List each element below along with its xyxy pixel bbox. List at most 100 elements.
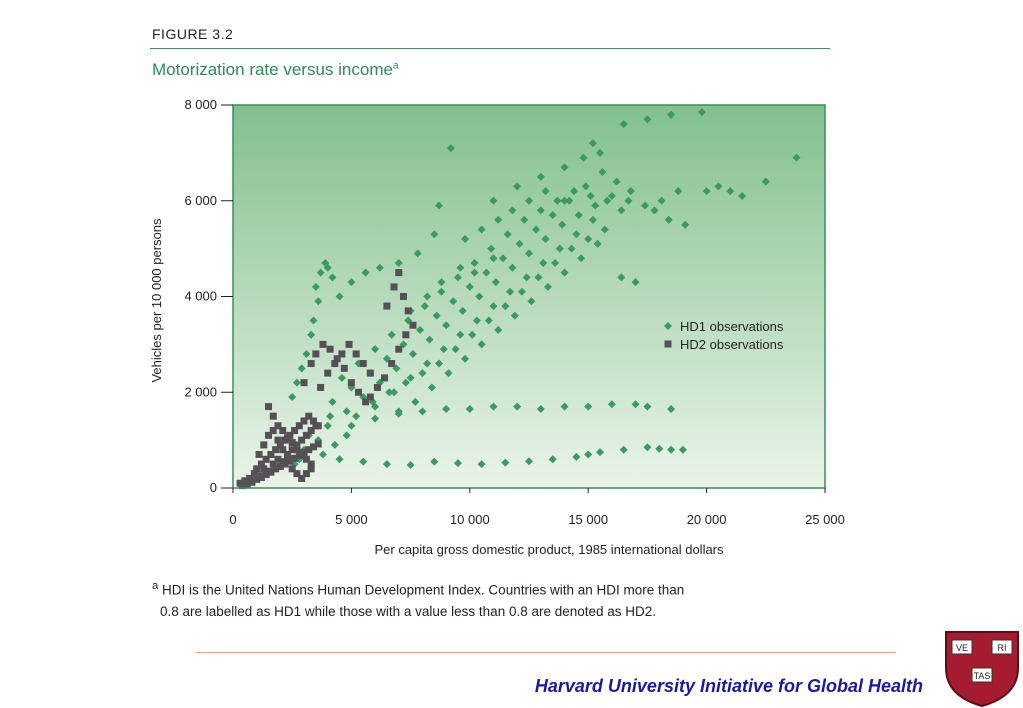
hd1-point (494, 326, 503, 335)
hd1-point (525, 196, 533, 205)
hd1-point (726, 187, 735, 196)
hd1-point (664, 215, 673, 224)
hd1-point (318, 450, 327, 459)
hd1-point (288, 393, 297, 402)
hd1-point (617, 273, 626, 282)
hd1-point (560, 268, 569, 277)
legend: HD1 observations HD2 observations (664, 319, 784, 352)
hd1-point (536, 172, 545, 181)
hd2-point (347, 379, 355, 387)
hd2-point (404, 307, 412, 315)
hd1-point (553, 196, 562, 205)
hd2-point (283, 450, 291, 458)
hd1-point (408, 349, 417, 358)
hd2-point (310, 417, 318, 425)
hd1-point (536, 405, 545, 414)
x-tick-label: 5 000 (335, 512, 368, 527)
hd1-point (430, 230, 439, 239)
hd1-point (631, 278, 640, 287)
hd2-point (383, 302, 391, 310)
hd1-point (475, 292, 484, 301)
hd1-point (641, 201, 650, 210)
hd1-point (314, 297, 323, 306)
footnote-line-1: a HDI is the United Nations Human Develo… (152, 576, 792, 601)
hd1-point (359, 457, 368, 466)
hd2-point (307, 465, 315, 473)
hd1-point (432, 311, 441, 320)
hd1-point (584, 402, 593, 411)
header-rule (150, 48, 830, 49)
hd1-point (316, 268, 325, 277)
legend-hd2-marker (664, 340, 672, 348)
hd2-point (302, 470, 310, 478)
hd2-point (288, 465, 296, 473)
hd1-point (468, 330, 477, 339)
hd1-point (501, 458, 510, 467)
hd1-point (442, 405, 451, 414)
hd1-point (612, 177, 621, 186)
hd2-point (305, 446, 313, 454)
data-points (236, 108, 801, 490)
hd2-point (274, 436, 282, 444)
hd1-point (567, 244, 576, 253)
hd2-point (362, 398, 370, 406)
hd1-point (584, 235, 593, 244)
hd2-point (345, 340, 353, 348)
hd1-point (667, 405, 676, 414)
hd1-point (458, 306, 467, 315)
legend-hd1-label: HD1 observations (680, 319, 784, 334)
hd1-point (761, 177, 770, 186)
y-tick-label: 6 000 (184, 193, 217, 208)
hd1-point (548, 455, 557, 464)
hd1-point (347, 421, 356, 430)
hd2-point (305, 412, 313, 420)
hd1-point (470, 258, 479, 267)
hd1-point (543, 282, 552, 291)
hd1-point (667, 445, 676, 454)
hd1-point (489, 196, 498, 205)
hd1-point (607, 191, 616, 200)
hd1-point (461, 235, 470, 244)
shield-word-2: RI (998, 643, 1007, 653)
hd1-point (484, 316, 493, 325)
hd1-point (607, 400, 616, 409)
hd2-point (298, 474, 306, 482)
hd2-point (307, 460, 315, 468)
hd1-point (501, 302, 510, 311)
hd1-point (577, 254, 586, 263)
hd1-point (371, 414, 380, 423)
hd1-point (461, 354, 470, 363)
hd1-point (792, 153, 801, 162)
hd1-point (347, 278, 356, 287)
hd2-point (300, 417, 308, 425)
hd1-point (423, 292, 432, 301)
hd1-point (534, 273, 543, 282)
hd1-point (655, 444, 664, 453)
hd1-point (382, 460, 391, 469)
hd1-point (508, 263, 517, 272)
hd2-point (272, 465, 280, 473)
hd1-point (600, 225, 609, 234)
hd2-point (402, 331, 410, 339)
hd1-point (657, 196, 666, 205)
hd1-point (323, 421, 332, 430)
hd1-point (420, 302, 429, 311)
figure-title-footnote-marker: a (392, 60, 399, 72)
hd2-point (279, 446, 287, 454)
hd1-point (494, 215, 503, 224)
hd2-point (291, 427, 299, 435)
hd1-point (643, 115, 652, 124)
hd1-point (643, 443, 652, 452)
hd1-point (596, 148, 605, 157)
hd1-point (342, 431, 351, 440)
hd2-point (298, 450, 306, 458)
hd1-point (541, 235, 550, 244)
hd1-point (406, 373, 415, 382)
hd2-point (265, 403, 273, 411)
hd1-point (536, 206, 545, 215)
hd2-point (281, 460, 289, 468)
hd2-point (272, 446, 280, 454)
hd2-point (265, 431, 273, 439)
hd1-point (513, 402, 522, 411)
